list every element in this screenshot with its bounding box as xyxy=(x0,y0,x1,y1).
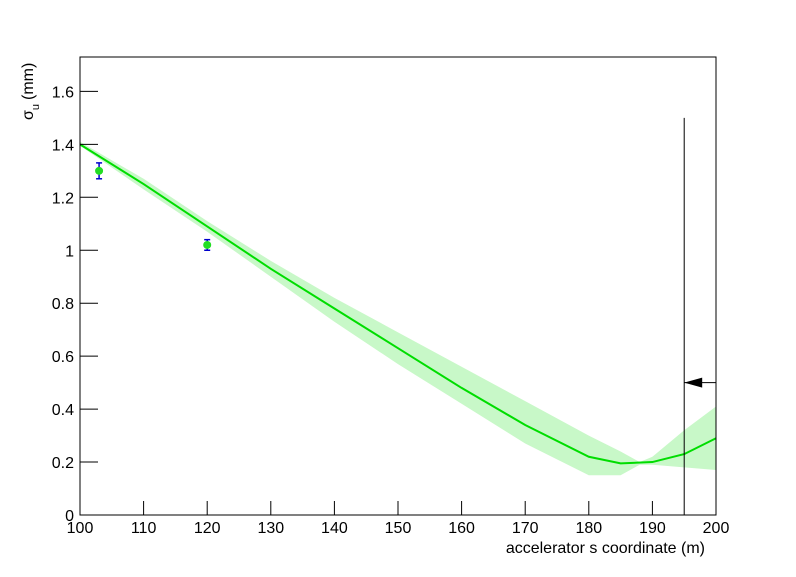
y-tick-label: 0.6 xyxy=(52,349,74,366)
y-tick-label: 1.4 xyxy=(52,137,74,154)
x-tick-label: 140 xyxy=(321,520,348,537)
limit-arrow-head xyxy=(684,377,703,388)
x-tick-label: 130 xyxy=(257,520,284,537)
x-tick-label: 200 xyxy=(703,520,730,537)
x-tick-label: 110 xyxy=(131,520,157,537)
x-axis-label: accelerator s coordinate (m) xyxy=(506,540,705,557)
x-tick-label: 160 xyxy=(448,520,475,537)
y-label-symbol: σ xyxy=(20,110,37,120)
plot xyxy=(79,117,717,515)
y-tick-label: 0.2 xyxy=(52,455,74,472)
y-tick-label: 0.4 xyxy=(52,402,74,419)
y-tick-label: 1.2 xyxy=(52,190,74,207)
y-tick-label: 0.8 xyxy=(52,296,74,313)
x-tick-label: 190 xyxy=(639,520,666,537)
y-tick-label: 0 xyxy=(65,508,74,525)
x-tick-label: 120 xyxy=(194,520,221,537)
data-point xyxy=(95,166,104,175)
fit-line xyxy=(79,143,717,465)
x-tick-label: 170 xyxy=(512,520,539,537)
y-tick-label: 1.6 xyxy=(52,84,74,101)
x-tick-label: 100 xyxy=(67,520,94,537)
x-tick-label: 180 xyxy=(575,520,602,537)
y-axis-label: σu (mm) xyxy=(20,63,42,120)
y-label-subscript: u xyxy=(30,104,42,110)
data-point xyxy=(203,240,212,249)
x-tick-label: 150 xyxy=(385,520,412,537)
y-tick-label: 1 xyxy=(65,243,74,260)
y-label-unit: (mm) xyxy=(20,63,37,100)
